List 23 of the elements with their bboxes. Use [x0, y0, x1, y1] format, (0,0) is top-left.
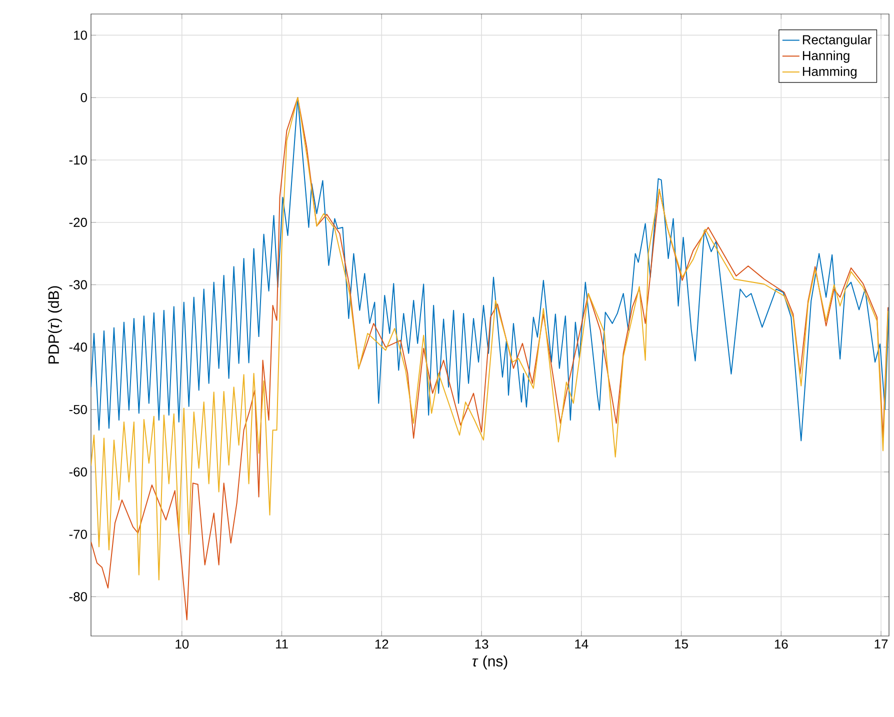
- x-tick-label: 14: [575, 640, 588, 648]
- y-tick-label: -10: [69, 155, 87, 165]
- y-tick-label: 10: [74, 30, 87, 40]
- x-tick-label: 13: [475, 640, 488, 649]
- x-tick-label: 12: [375, 640, 388, 649]
- y-axis-title: PDP(τ) (dB): [48, 286, 62, 364]
- x-axis-title: τ (ns): [472, 656, 508, 670]
- y-tick-label: -20: [69, 218, 87, 227]
- y-tick-label: -70: [69, 530, 87, 539]
- y-tick-label: -50: [69, 404, 87, 414]
- x-tick-label: 11: [276, 640, 288, 648]
- legend-label: Hanning: [802, 50, 850, 63]
- y-tick-label: -60: [69, 467, 87, 477]
- y-tick-label: 0: [80, 93, 87, 102]
- y-tick-label: -30: [69, 280, 87, 290]
- y-tick-label: -40: [69, 342, 87, 352]
- x-tick-label: 15: [675, 640, 688, 649]
- legend-label: Hamming: [802, 66, 856, 79]
- legend-label: Rectangular: [802, 34, 872, 47]
- x-tick-label: 10: [176, 640, 189, 649]
- x-tick-label: 17: [874, 640, 888, 648]
- x-tick-label: 16: [774, 640, 788, 649]
- y-tick-label: -80: [69, 592, 87, 602]
